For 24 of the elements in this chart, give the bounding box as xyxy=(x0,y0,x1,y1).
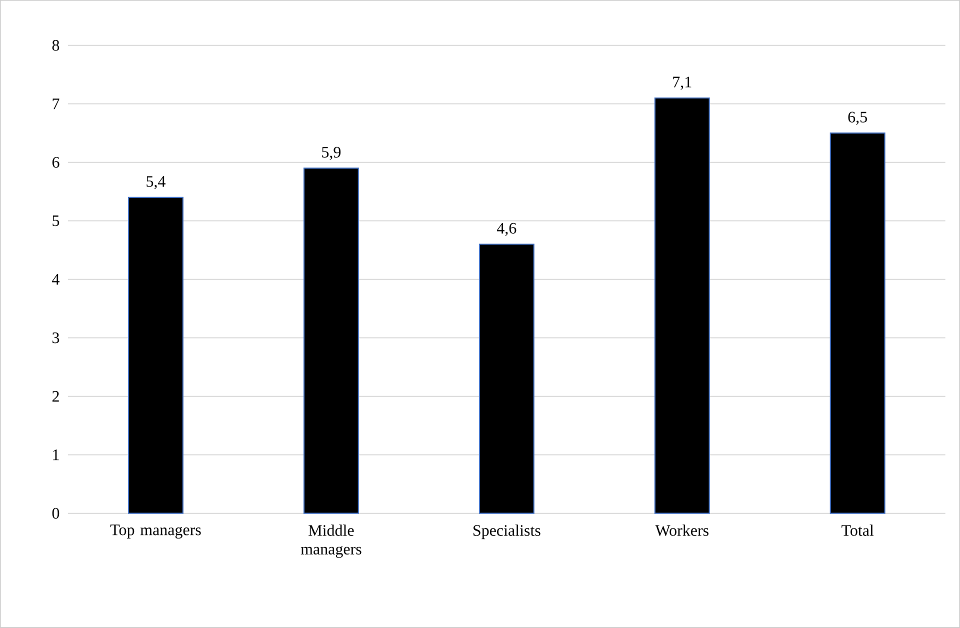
data-label: 6,5 xyxy=(848,112,867,125)
bar xyxy=(303,168,359,514)
bar xyxy=(830,132,886,514)
y-tick-label: 4 xyxy=(52,274,60,285)
y-tick-label: 0 xyxy=(52,508,60,519)
y-tick-label: 7 xyxy=(52,98,60,110)
x-tick-label: Specialists xyxy=(474,524,540,540)
y-tick-label: 3 xyxy=(52,332,60,344)
data-label: 5,9 xyxy=(322,146,341,160)
x-tick-label: Total xyxy=(842,524,874,536)
y-tick-label: 6 xyxy=(52,156,60,168)
x-tick-label: Middle managers xyxy=(300,524,362,558)
data-label: 5,4 xyxy=(146,176,166,190)
y-tick-label: 5 xyxy=(52,216,60,226)
y-tick-label: 8 xyxy=(52,40,60,51)
x-tick-label: Workers xyxy=(655,524,708,536)
x-tick-label: Top managers xyxy=(110,524,201,539)
bar xyxy=(478,244,534,514)
data-label: 4,6 xyxy=(496,222,516,236)
bar xyxy=(128,196,184,514)
data-label: 7,1 xyxy=(673,76,692,90)
y-tick-label: 2 xyxy=(52,391,59,402)
bar xyxy=(654,97,710,514)
y-tick-label: 1 xyxy=(53,450,59,460)
